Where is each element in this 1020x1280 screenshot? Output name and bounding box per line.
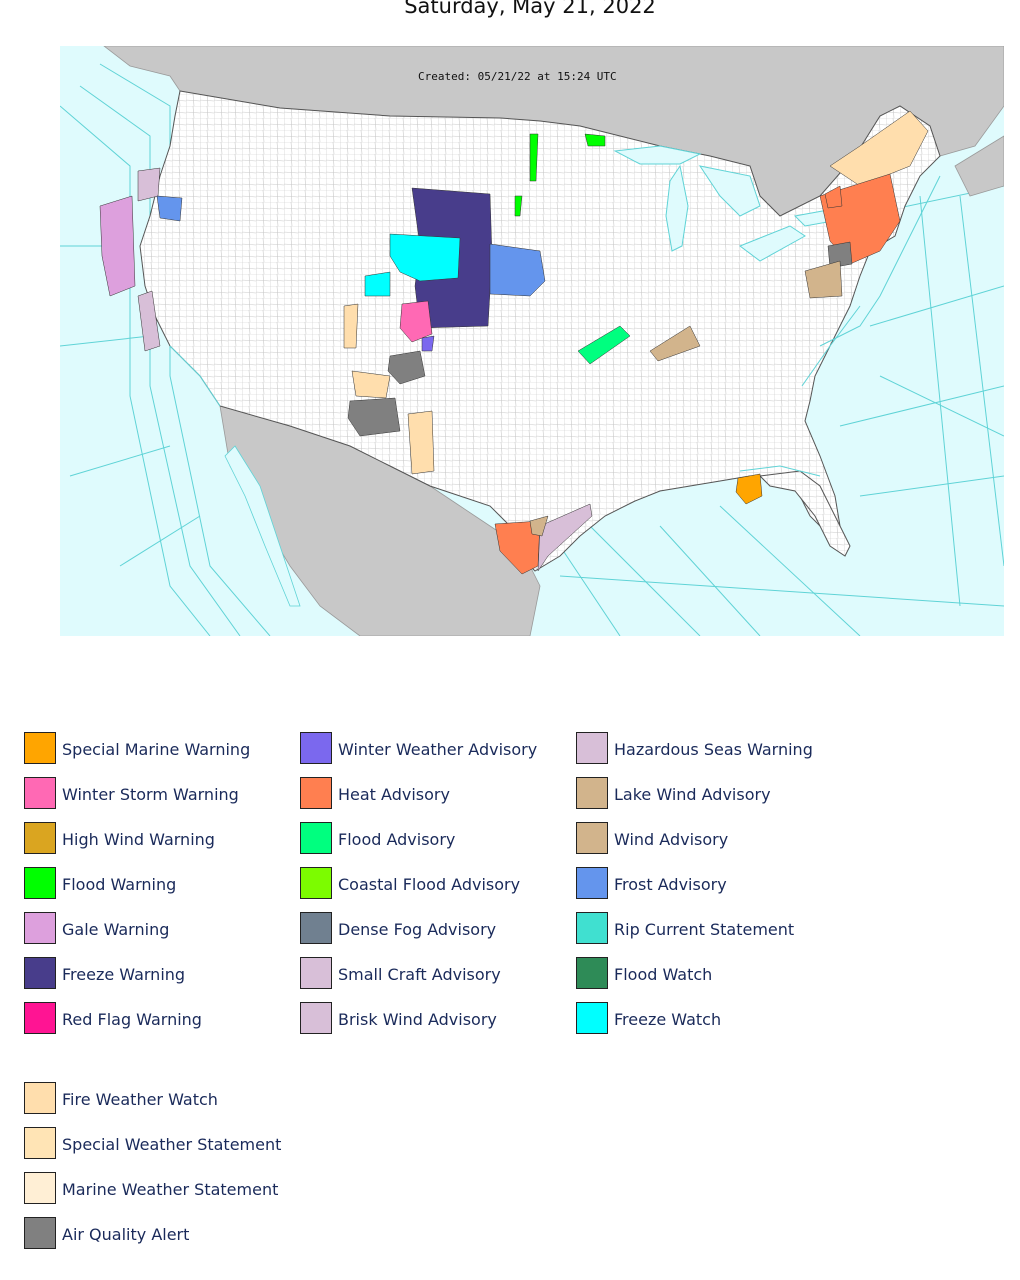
legend-swatch: [24, 957, 56, 989]
legend-item[interactable]: Frost Advisory: [576, 867, 836, 903]
legend-label: Freeze Watch: [614, 1010, 722, 1029]
legend-item[interactable]: Small Craft Advisory: [300, 957, 560, 993]
legend-label: Flood Watch: [614, 965, 713, 984]
legend-item[interactable]: High Wind Warning: [24, 822, 284, 858]
marine-zone-lines: [60, 63, 1004, 636]
weather-alert-map[interactable]: Created: 05/21/22 at 15:24 UTC: [60, 46, 1004, 636]
legend-label: Hazardous Seas Warning: [614, 740, 813, 759]
legend-swatch: [300, 777, 332, 809]
legend-label: Flood Warning: [62, 875, 177, 894]
legend-swatch: [24, 732, 56, 764]
legend-label: Dense Fog Advisory: [338, 920, 497, 939]
legend-item[interactable]: Winter Storm Warning: [24, 777, 284, 813]
legend-item[interactable]: Flood Advisory: [300, 822, 560, 858]
legend-item[interactable]: Special Marine Warning: [24, 732, 284, 768]
legend-item[interactable]: Special Weather Statement: [24, 1127, 284, 1163]
legend-item[interactable]: Fire Weather Watch: [24, 1082, 284, 1118]
legend-label: Special Weather Statement: [62, 1135, 282, 1154]
legend-swatch: [300, 1002, 332, 1034]
legend-item[interactable]: Rip Current Statement: [576, 912, 836, 948]
created-timestamp: Created: 05/21/22 at 15:24 UTC: [418, 70, 617, 83]
legend-swatch: [24, 1127, 56, 1159]
legend-label: Lake Wind Advisory: [614, 785, 771, 804]
legend-item[interactable]: Lake Wind Advisory: [576, 777, 836, 813]
legend-item[interactable]: Wind Advisory: [576, 822, 836, 858]
map-canvas: [60, 46, 1004, 636]
legend-label: Special Marine Warning: [62, 740, 251, 759]
legend-item[interactable]: Brisk Wind Advisory: [300, 1002, 560, 1038]
legend-swatch: [576, 957, 608, 989]
legend-swatch: [24, 777, 56, 809]
legend-swatch: [576, 822, 608, 854]
legend-swatch: [300, 732, 332, 764]
legend-swatch: [300, 912, 332, 944]
coastal-marine-lines: [169, 175, 941, 477]
legend-item[interactable]: Marine Weather Statement: [24, 1172, 284, 1208]
legend-label: Coastal Flood Advisory: [338, 875, 521, 894]
legend-item[interactable]: Flood Warning: [24, 867, 284, 903]
legend-label: Air Quality Alert: [62, 1225, 190, 1244]
legend-swatch: [24, 1217, 56, 1249]
legend-label: Small Craft Advisory: [338, 965, 501, 984]
legend-item[interactable]: Freeze Watch: [576, 1002, 836, 1038]
legend-swatch: [24, 1172, 56, 1204]
legend-label: Rip Current Statement: [614, 920, 795, 939]
legend-label: Flood Advisory: [338, 830, 456, 849]
legend-label: High Wind Warning: [62, 830, 215, 849]
legend-label: Winter Storm Warning: [62, 785, 239, 804]
legend-item[interactable]: Heat Advisory: [300, 777, 560, 813]
legend-swatch: [300, 957, 332, 989]
legend-item[interactable]: Freeze Warning: [24, 957, 284, 993]
legend-item[interactable]: Winter Weather Advisory: [300, 732, 560, 768]
legend-swatch: [24, 912, 56, 944]
legend-swatch: [24, 867, 56, 899]
legend-swatch: [300, 867, 332, 899]
legend-label: Fire Weather Watch: [62, 1090, 218, 1109]
legend-item[interactable]: Dense Fog Advisory: [300, 912, 560, 948]
legend-item[interactable]: Red Flag Warning: [24, 1002, 284, 1038]
legend-label: Frost Advisory: [614, 875, 727, 894]
legend-label: Brisk Wind Advisory: [338, 1010, 497, 1029]
legend-item[interactable]: Air Quality Alert: [24, 1217, 284, 1253]
alert-areas: [99, 110, 929, 575]
legend-label: Marine Weather Statement: [62, 1180, 279, 1199]
legend-swatch: [24, 1082, 56, 1114]
legend-item[interactable]: Flood Watch: [576, 957, 836, 993]
page-date-title: Saturday, May 21, 2022: [404, 0, 656, 18]
legend-label: Freeze Warning: [62, 965, 186, 984]
legend-label: Red Flag Warning: [62, 1010, 202, 1029]
legend-label: Gale Warning: [62, 920, 170, 939]
legend-label: Wind Advisory: [614, 830, 729, 849]
legend-label: Heat Advisory: [338, 785, 450, 804]
legend-swatch: [576, 1002, 608, 1034]
legend-swatch: [576, 732, 608, 764]
legend-swatch: [24, 822, 56, 854]
legend-item[interactable]: Gale Warning: [24, 912, 284, 948]
legend-swatch: [576, 777, 608, 809]
legend-swatch: [576, 912, 608, 944]
legend-label: Winter Weather Advisory: [338, 740, 538, 759]
legend-swatch: [24, 1002, 56, 1034]
legend-swatch: [300, 822, 332, 854]
legend-item[interactable]: Hazardous Seas Warning: [576, 732, 836, 768]
legend-swatch: [576, 867, 608, 899]
legend-item[interactable]: Coastal Flood Advisory: [300, 867, 560, 903]
